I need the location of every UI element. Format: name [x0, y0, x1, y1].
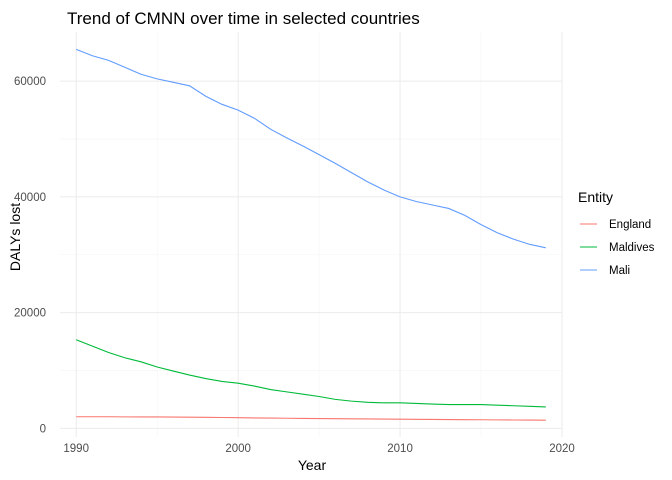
legend-item-maldives: Maldives	[580, 242, 655, 254]
legend-label: Mali	[609, 265, 630, 277]
y-axis-title: DALYs lost	[7, 203, 23, 271]
x-tick-label: 1990	[63, 443, 89, 455]
chart-title: Trend of CMNN over time in selected coun…	[67, 9, 420, 28]
series-lines	[75, 48, 546, 421]
x-axis-ticks: 1990 2000 2010 2020	[63, 443, 574, 455]
y-tick-label: 0	[40, 423, 46, 435]
x-tick-label: 2020	[549, 443, 575, 455]
y-tick-label: 20000	[14, 308, 46, 320]
plot-grid	[60, 32, 563, 437]
x-axis-title: Year	[298, 457, 327, 473]
y-tick-label: 40000	[14, 192, 46, 204]
y-tick-label: 60000	[14, 76, 46, 88]
x-tick-label: 2010	[387, 443, 413, 455]
legend-title: Entity	[578, 189, 613, 205]
series-line-england	[76, 416, 546, 421]
legend-item-england: England	[580, 219, 651, 231]
legend-item-mali: Mali	[580, 265, 630, 277]
y-axis-ticks: 0 20000 40000 60000	[14, 76, 46, 435]
legend-label: Maldives	[609, 242, 655, 254]
legend-items: England Maldives Mali	[580, 219, 655, 277]
x-tick-label: 2000	[225, 443, 251, 455]
legend: Entity England Maldives Mali	[578, 189, 655, 277]
series-line-mali	[75, 48, 546, 249]
legend-label: England	[609, 219, 651, 231]
series-line-maldives	[75, 339, 546, 408]
